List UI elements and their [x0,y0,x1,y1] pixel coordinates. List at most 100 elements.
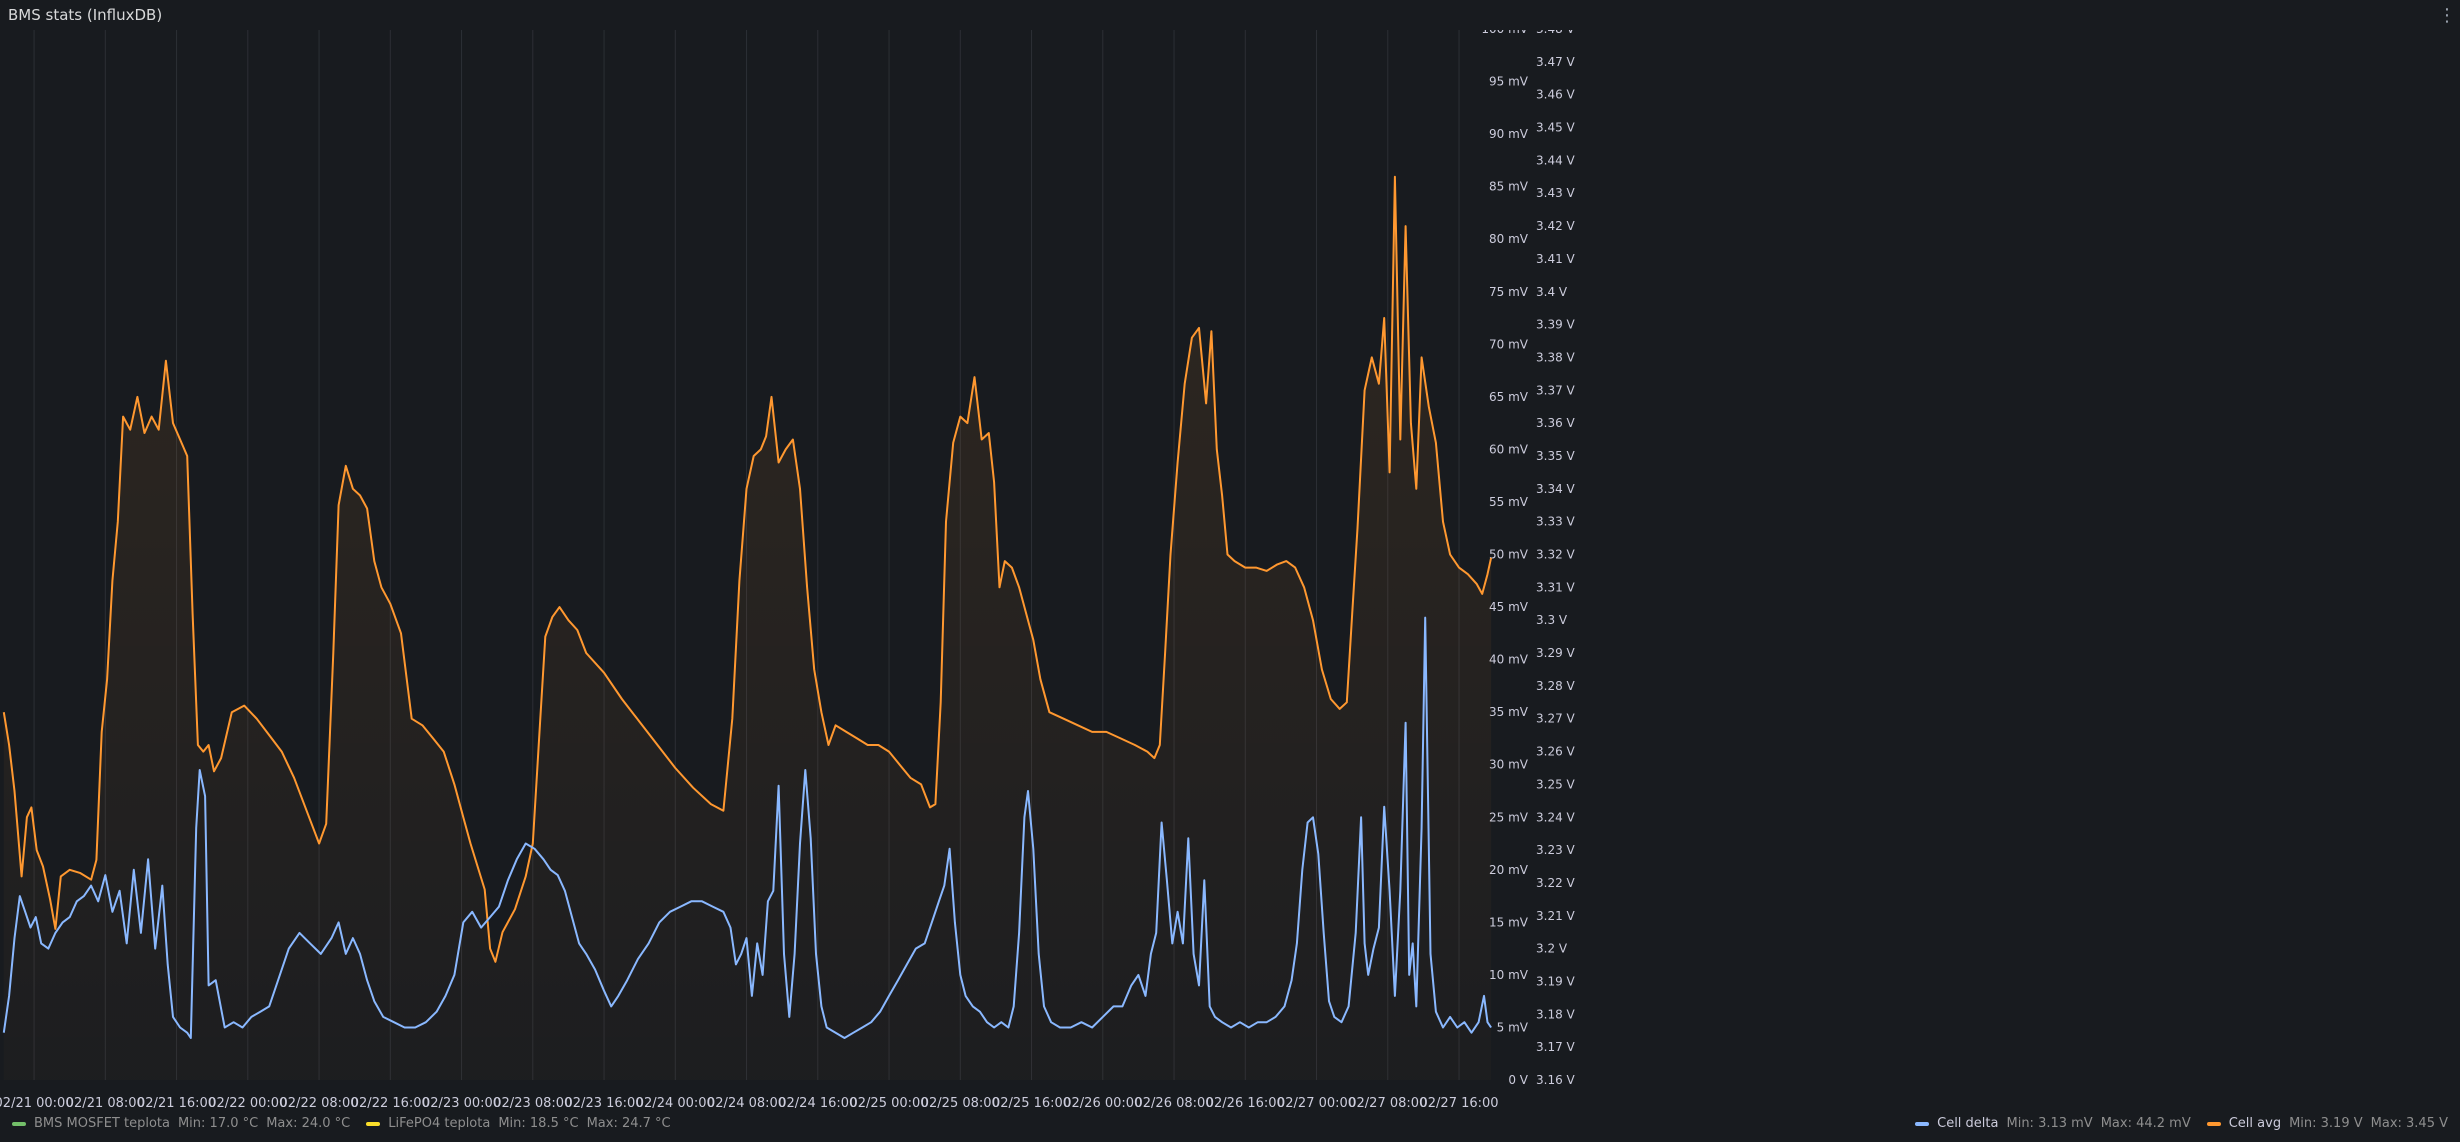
y-left-tick-label: 15 mV [1489,915,1529,929]
vertical-ellipsis-icon[interactable]: ⋮ [2438,4,2456,26]
y-left-tick-label: 0 V [1508,1073,1528,1087]
y-left-tick-label: 100 mV [1481,30,1528,36]
legend-swatch [2206,1121,2221,1126]
x-tick-label: 02/22 16:00 [351,1096,430,1110]
x-tick-label: 02/25 16:00 [992,1096,1071,1110]
y-right-tick-label: 3.47 V [1536,55,1576,69]
y-right-tick-label: 3.3 V [1536,613,1568,627]
x-tick-label: 02/21 00:00 [0,1096,74,1110]
legend-label: Cell avg [2228,1116,2282,1131]
y-right-tick-label: 3.2 V [1536,942,1568,956]
y-left-tick-label: 60 mV [1489,442,1529,456]
legend-swatch [12,1121,26,1126]
y-right-tick-label: 3.39 V [1536,318,1576,332]
legend-item-cell-avg[interactable]: Cell avg Min: 3.19 V Max: 3.45 V [2206,1116,2448,1131]
legend-item-cell-delta[interactable]: Cell delta Min: 3.13 mV Max: 44.2 mV [1915,1116,2191,1131]
y-right-tick-label: 3.44 V [1536,153,1576,167]
legend-min: Min: 3.13 mV [2006,1116,2093,1131]
y-right-tick-label: 3.37 V [1536,383,1576,397]
y-right-tick-label: 3.22 V [1536,876,1576,890]
legend-min: Min: 3.19 V [2289,1116,2363,1131]
y-right-tick-label: 3.24 V [1536,810,1576,824]
x-tick-label: 02/23 00:00 [422,1096,501,1110]
y-right-tick-label: 3.27 V [1536,712,1576,726]
y-right-tick-label: 3.4 V [1536,285,1568,299]
legend-max: Max: 44.2 mV [2100,1116,2191,1131]
x-tick-label: 02/22 08:00 [280,1096,359,1110]
y-right-tick-label: 3.35 V [1536,449,1576,463]
legend-left: BMS MOSFET teplota Min: 17.0 °C Max: 24.… [12,1116,671,1131]
x-tick-label: 02/24 00:00 [636,1096,715,1110]
x-tick-label: 02/27 08:00 [1348,1096,1427,1110]
x-tick-label: 02/26 08:00 [1135,1096,1214,1110]
y-left-tick-label: 50 mV [1489,548,1529,562]
y-left-tick-label: 5 mV [1497,1020,1529,1034]
series-area-cell-avg [3,176,1492,1081]
legend-right: Cell delta Min: 3.13 mV Max: 44.2 mV Cel… [1915,1116,2448,1131]
legend-label: BMS MOSFET teplota [34,1116,170,1131]
series-line-cell-delta [2,616,1492,1039]
y-right-tick-label: 3.16 V [1536,1073,1576,1087]
y-right-tick-label: 3.34 V [1536,482,1576,496]
y-left-tick-label: 55 mV [1489,495,1529,509]
legend-label: Cell delta [1937,1116,1999,1131]
y-right-tick-label: 3.32 V [1536,548,1576,562]
y-right-tick-label: 3.26 V [1536,745,1576,759]
y-right-tick-label: 3.48 V [1536,30,1576,36]
legend-swatch [366,1121,381,1126]
legend-item-bms-mosfet[interactable]: BMS MOSFET teplota Min: 17.0 °C Max: 24.… [12,1116,350,1131]
y-left-tick-label: 90 mV [1489,127,1529,141]
y-left-tick-label: 20 mV [1489,863,1529,877]
panel-header: BMS stats (InfluxDB) ⋮ [0,0,2460,30]
legend-swatch [1915,1121,1930,1126]
y-left-tick-label: 35 mV [1489,705,1529,719]
y-right-tick-label: 3.21 V [1536,909,1576,923]
y-left-tick-label: 65 mV [1489,390,1529,404]
legend-max: Max: 3.45 V [2370,1116,2448,1131]
legend-min: Min: 17.0 °C [177,1116,259,1131]
series-line-cell-avg [2,175,1493,963]
y-right-tick-label: 3.28 V [1536,679,1576,693]
y-left-tick-label: 70 mV [1489,337,1529,351]
x-tick-label: 02/23 16:00 [565,1096,644,1110]
y-right-tick-label: 3.38 V [1536,350,1576,364]
y-right-tick-label: 3.43 V [1536,186,1576,200]
x-tick-label: 02/26 16:00 [1206,1096,1285,1110]
x-tick-label: 02/26 00:00 [1063,1096,1142,1110]
y-left-tick-label: 25 mV [1489,810,1529,824]
y-right-tick-label: 3.41 V [1536,252,1576,266]
y-right-tick-label: 3.25 V [1536,777,1576,791]
y-right-tick-label: 3.36 V [1536,416,1576,430]
x-tick-label: 02/21 08:00 [66,1096,145,1110]
x-tick-label: 02/21 16:00 [137,1096,216,1110]
y-left-tick-label: 80 mV [1489,232,1529,246]
x-tick-label: 02/24 08:00 [707,1096,786,1110]
legend-item-lifepo4[interactable]: LiFePO4 teplota Min: 18.5 °C Max: 24.7 °… [366,1116,671,1131]
legend-label: LiFePO4 teplota [388,1116,491,1131]
y-left-tick-label: 30 mV [1489,758,1529,772]
x-tick-label: 02/27 00:00 [1277,1096,1356,1110]
x-tick-label: 02/23 08:00 [493,1096,572,1110]
y-left-tick-label: 40 mV [1489,653,1529,667]
y-right-tick-label: 3.33 V [1536,515,1576,529]
y-right-tick-label: 3.45 V [1536,121,1576,135]
y-right-tick-label: 3.31 V [1536,580,1576,594]
x-tick-label: 02/25 00:00 [850,1096,929,1110]
y-left-tick-label: 75 mV [1489,285,1529,299]
y-left-tick-label: 85 mV [1489,180,1529,194]
y-right-tick-label: 3.19 V [1536,974,1576,988]
y-right-tick-label: 3.42 V [1536,219,1576,233]
legend: BMS MOSFET teplota Min: 17.0 °C Max: 24.… [0,1110,2460,1140]
y-left-tick-label: 45 mV [1489,600,1529,614]
legend-max: Max: 24.7 °C [586,1116,671,1131]
y-right-tick-label: 3.17 V [1536,1040,1576,1054]
x-tick-label: 02/27 16:00 [1420,1096,1499,1110]
y-left-tick-label: 10 mV [1489,968,1529,982]
x-tick-label: 02/25 08:00 [921,1096,1000,1110]
panel-title[interactable]: BMS stats (InfluxDB) [8,6,163,24]
x-tick-label: 02/22 00:00 [208,1096,287,1110]
legend-max: Max: 24.0 °C [266,1116,351,1131]
y-right-tick-label: 3.46 V [1536,88,1576,102]
